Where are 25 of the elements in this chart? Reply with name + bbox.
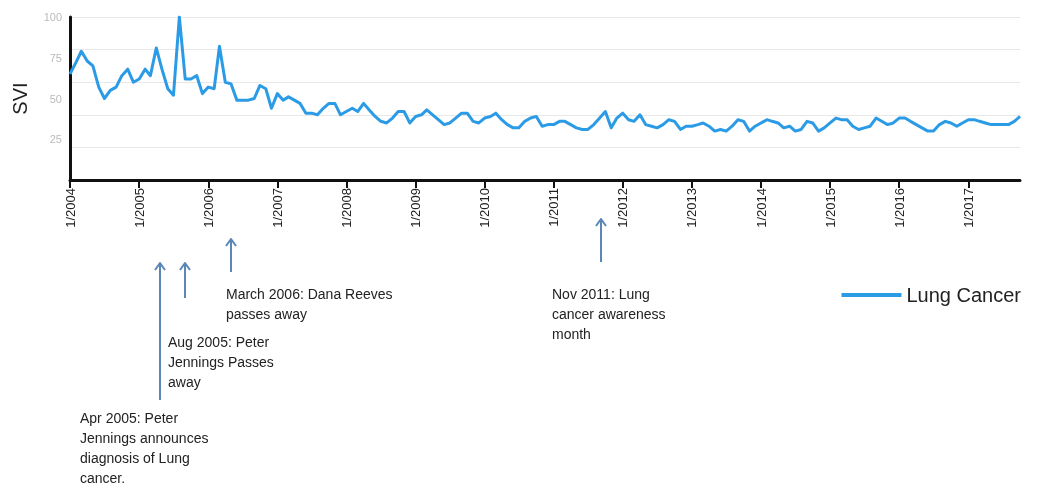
y-tick-label: 75 bbox=[49, 51, 62, 64]
x-tick-label: 1/2012 bbox=[615, 188, 631, 228]
x-tick-label: 1/2004 bbox=[62, 188, 78, 228]
y-tick-label: 50 bbox=[49, 92, 62, 105]
x-tick-label: 1/2013 bbox=[684, 188, 700, 228]
x-tick-label: 1/2010 bbox=[477, 188, 493, 228]
text: Aug 2005: Peter Jennings Passes away bbox=[168, 333, 275, 392]
line-series bbox=[68, 15, 1022, 133]
x-tick-label: 1/2011 bbox=[546, 188, 562, 227]
y-axis-title: SVI bbox=[9, 82, 31, 115]
x-tick-label: 1/2009 bbox=[408, 188, 424, 228]
text: Apr 2005: Peter Jennings announces diagnosis of Lung cancer. bbox=[80, 409, 210, 488]
x-tick-label: 1/2015 bbox=[822, 188, 838, 228]
x-tick-label: 1/2008 bbox=[338, 188, 354, 228]
text: Nov 2011: Lung cancer awareness month bbox=[552, 285, 667, 344]
legend-label: Lung Cancer bbox=[906, 284, 1022, 306]
x-tick-label: 1/2017 bbox=[960, 188, 976, 228]
y-tick-label: 100 bbox=[43, 11, 62, 23]
x-tick-label: 1/2016 bbox=[891, 188, 907, 228]
x-tick-label: 1/2014 bbox=[753, 188, 769, 228]
x-tick-label: 1/2007 bbox=[269, 188, 285, 228]
y-tick-label: 25 bbox=[49, 133, 62, 146]
x-tick-label: 1/2005 bbox=[131, 188, 147, 228]
text: March 2006: Dana Reeves passes away bbox=[226, 285, 394, 324]
x-tick-label: 1/2006 bbox=[200, 188, 216, 228]
